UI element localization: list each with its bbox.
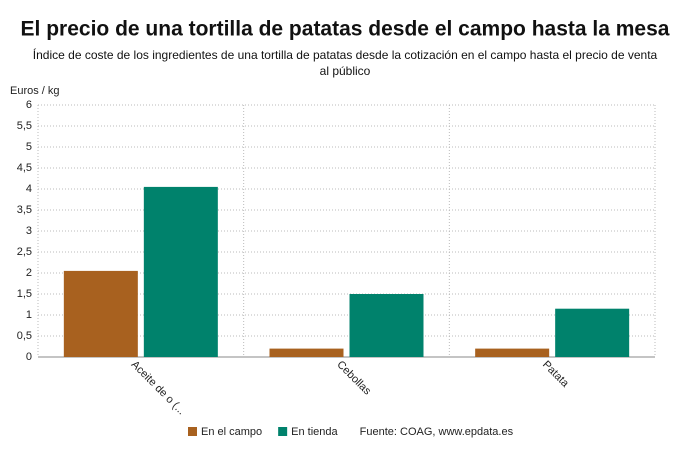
y-axis-label: Euros / kg (10, 85, 60, 97)
bar (475, 348, 550, 357)
bar (143, 186, 218, 357)
chart-title: El precio de una tortilla de patatas des… (21, 18, 670, 41)
y-tick-label: 2 (26, 267, 32, 279)
bar (349, 294, 424, 357)
legend-label: En el campo (201, 426, 262, 438)
x-tick-label: Aceite de o (... (129, 359, 188, 418)
legend-swatch (188, 427, 197, 436)
y-tick-label: 4,5 (17, 162, 32, 174)
source: Fuente: COAG, www.epdata.es (360, 426, 514, 438)
y-tick-label: 5,5 (17, 120, 32, 132)
y-tick-label: 0 (26, 351, 32, 363)
chart-subtitle: Índice de coste de los ingredientes de u… (33, 47, 658, 62)
bar (555, 308, 630, 357)
y-tick-label: 4 (26, 183, 32, 195)
y-tick-label: 3,5 (17, 204, 32, 216)
y-tick-label: 1 (26, 309, 32, 321)
x-tick-label: Cebollas (334, 359, 373, 398)
y-tick-label: 6 (26, 99, 32, 111)
x-tick-label: Patata (540, 359, 572, 391)
chart-subtitle: al público (320, 64, 371, 78)
y-tick-label: 3 (26, 225, 32, 237)
bar (269, 348, 344, 357)
y-tick-label: 5 (26, 141, 32, 153)
legend-label: En tienda (291, 426, 338, 438)
legend-swatch (278, 427, 288, 436)
y-tick-label: 0,5 (17, 330, 32, 342)
y-tick-label: 2,5 (17, 246, 32, 258)
y-tick-label: 1,5 (17, 288, 32, 300)
bar (63, 270, 138, 357)
